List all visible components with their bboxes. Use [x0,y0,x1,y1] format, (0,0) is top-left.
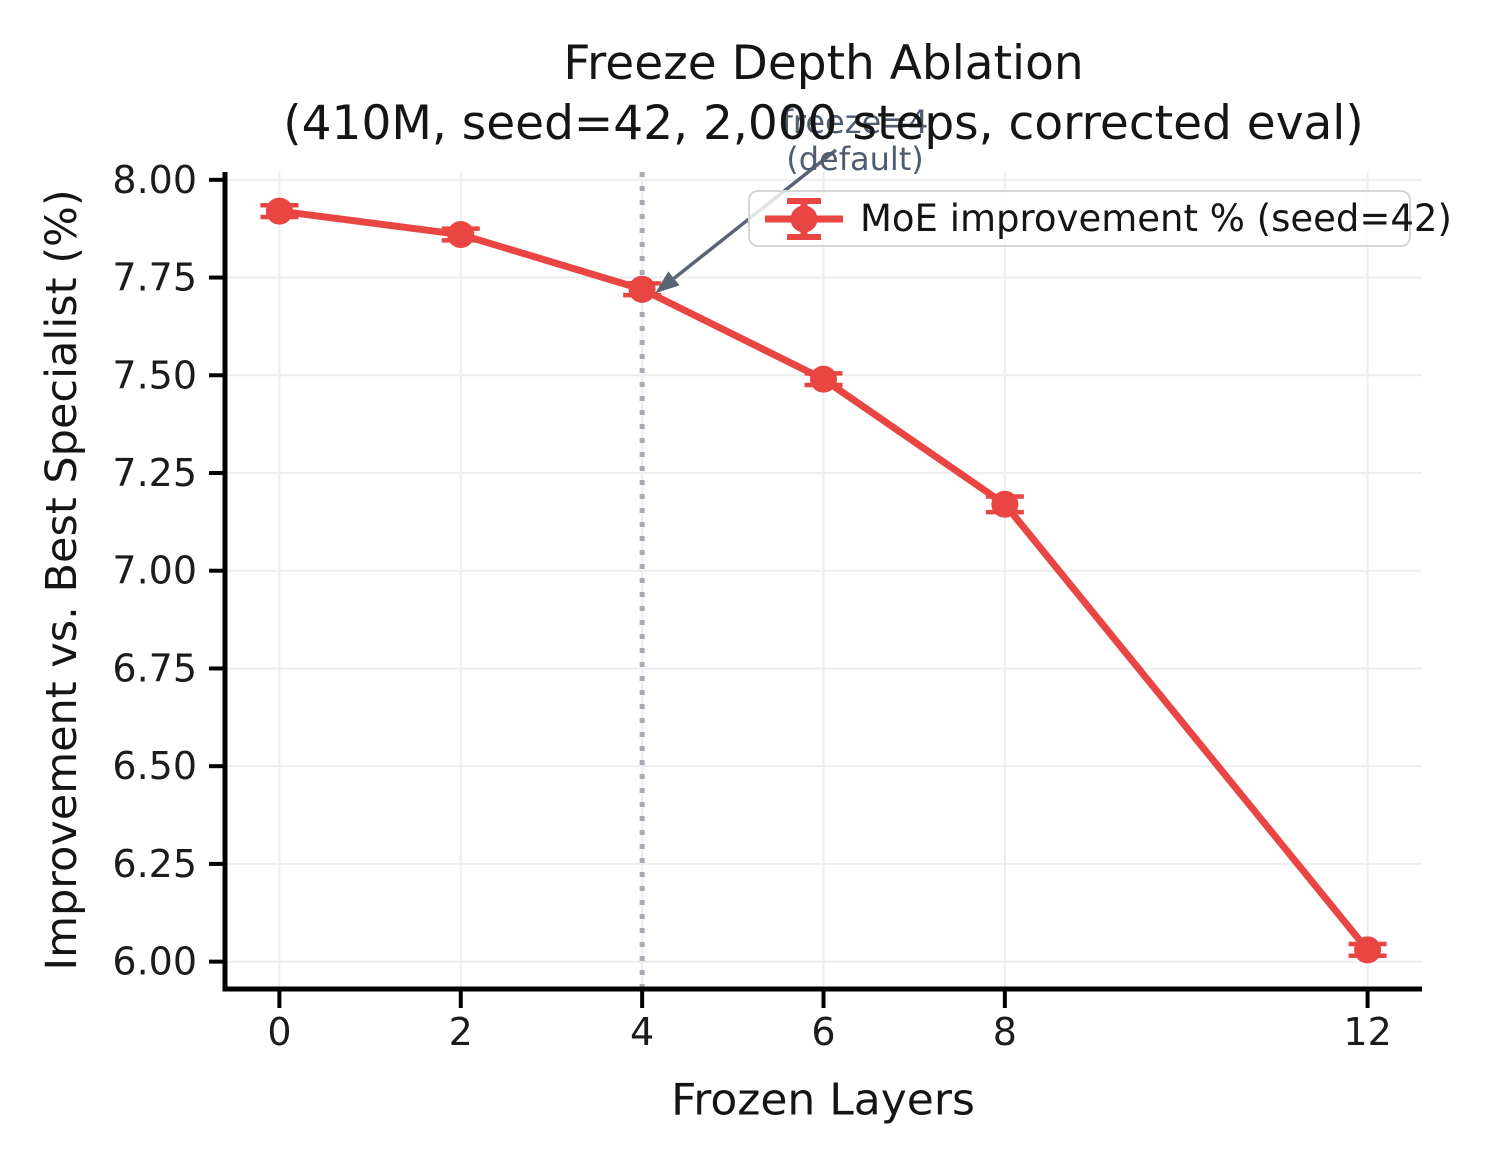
y-tick-label: 7.25 [112,451,197,495]
data-point-marker [810,365,837,393]
y-tick-label: 6.75 [112,646,197,690]
annotation-arrow-head [655,271,680,294]
x-tick-label: 6 [811,1010,835,1054]
data-point-marker [1354,936,1382,964]
y-tick-label: 8.00 [112,158,197,202]
y-tick-label: 6.25 [112,842,197,886]
x-tick-label: 8 [993,1010,1017,1054]
legend-label: MoE improvement % (seed=42) [860,197,1452,240]
y-tick-label: 6.50 [112,744,197,788]
data-point-marker [628,275,656,303]
y-tick-label: 7.00 [112,549,197,593]
series-line [278,207,1371,953]
data-point-marker [265,197,293,225]
y-tick-label: 7.75 [112,256,197,300]
x-tick-label: 12 [1343,1010,1391,1054]
data-point-marker [991,490,1019,518]
errorbar-marker-icon [765,197,843,240]
x-axis-label: Frozen Layers [671,1074,975,1126]
y-axis-label: Improvement vs. Best Specialist (%) [37,189,87,971]
x-tick-label: 4 [630,1010,654,1054]
x-tick-label: 0 [267,1010,291,1054]
data-point-marker [447,221,475,249]
y-tick-label: 7.50 [112,353,197,397]
y-tick-label: 6.00 [112,940,197,984]
legend: MoE improvement % (seed=42) [748,190,1452,247]
x-tick-label: 2 [449,1010,473,1054]
